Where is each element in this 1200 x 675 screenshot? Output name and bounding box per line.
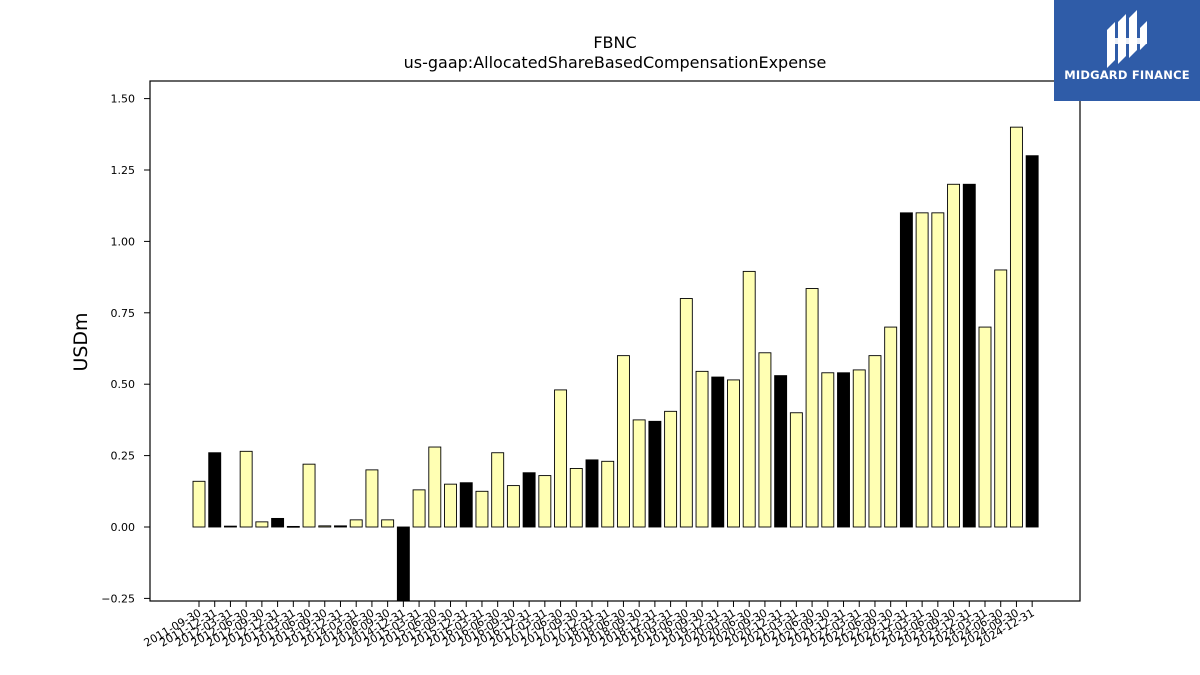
bar-2022-12-31 [899,212,913,528]
y-axis-label: USDm [70,312,92,371]
y-tick-label: 0.25 [111,450,136,463]
bar-2011-09-30 [192,480,206,528]
y-tick-label: 1.50 [111,93,136,106]
bar-2013-09-30 [318,525,332,528]
bar-2015-06-30 [428,446,442,528]
bar-2020-12-31 [774,375,788,528]
y-tick-label: 0.75 [111,307,136,320]
bar-2019-09-30 [695,370,709,528]
y-tick-label: −0.25 [101,592,135,605]
bar-2021-06-30 [805,288,819,528]
bar-2015-09-30 [444,483,457,528]
bars-group [192,126,1039,602]
bar-2013-03-31 [286,525,300,528]
bar-2012-12-31 [271,517,285,528]
bar-2020-09-30 [758,352,772,528]
bar-2016-06-30 [491,452,505,528]
bar-2015-12-31 [459,482,473,528]
bar-2015-03-31 [412,489,426,528]
bar-2016-12-31 [522,472,536,528]
bar-2019-06-30 [679,298,693,528]
chart-title: FBNC [593,33,636,52]
bar-2019-12-31 [711,376,725,528]
y-tick-label: 0.50 [111,378,136,391]
bar-2024-06-30 [994,269,1008,528]
midgard-logo-mark [1107,10,1147,68]
bar-2014-09-30 [381,519,395,528]
bar-2012-06-30 [239,450,253,528]
bar-2018-12-31 [648,420,662,528]
y-tick-label: 1.00 [111,235,136,248]
bar-2023-03-31 [915,212,929,528]
bar-2024-12-31 [1025,155,1039,528]
bar-2024-09-30 [1009,126,1023,528]
bar-2022-09-30 [884,326,898,528]
y-tick-label: 1.25 [111,164,136,177]
bar-2018-03-31 [601,460,615,528]
bar-2017-06-30 [554,389,568,528]
bar-2014-12-31 [396,526,410,602]
bar-2024-03-31 [978,326,992,528]
bar-2013-12-31 [334,525,347,528]
bar-2017-03-31 [538,475,552,528]
y-axis: −0.25 0.00 0.25 0.50 0.75 1.00 1.25 1.50 [101,93,150,605]
x-axis: 2011-09-302011-12-312012-03-312012-06-30… [142,601,1037,650]
bar-2021-03-31 [789,412,803,528]
bar-2016-09-30 [506,485,520,528]
bar-2017-12-31 [585,459,599,528]
bar-2016-03-31 [475,490,489,528]
bar-2012-03-31 [223,525,237,528]
bar-2018-06-30 [616,355,630,528]
bar-2021-12-31 [837,372,850,528]
bar-2020-06-30 [742,270,756,528]
bar-2018-09-30 [632,419,646,528]
bar-2019-03-31 [664,410,678,528]
bar-2013-06-30 [302,463,316,528]
bar-2022-03-31 [852,369,866,528]
bar-2020-03-31 [727,379,740,528]
bar-2014-03-31 [349,519,363,528]
chart-subtitle: us-gaap:AllocatedShareBasedCompensationE… [404,53,827,72]
bar-2023-06-30 [931,212,945,528]
brand-name: MIDGARD FINANCE [1064,68,1190,82]
bar-2021-09-30 [821,372,835,528]
plot-frame [149,80,1081,602]
bar-2011-12-31 [208,452,222,528]
bar-2023-09-30 [947,183,961,528]
bar-2012-09-30 [255,521,269,528]
bar-2014-06-30 [365,469,379,528]
bar-2023-12-31 [962,183,976,528]
y-tick-label: 0.00 [111,521,136,534]
bar-2022-06-30 [868,355,882,528]
brand-logo: MIDGARD FINANCE [1054,0,1200,101]
bar-2017-09-30 [569,468,583,528]
